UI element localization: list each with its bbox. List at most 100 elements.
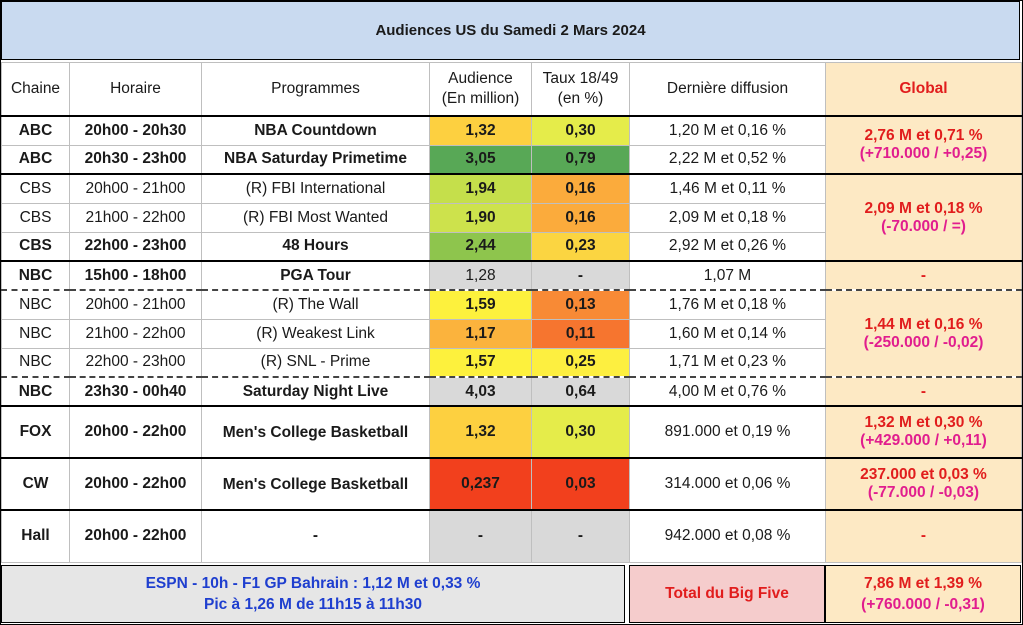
cell-horaire: 20h00 - 22h00 [69,457,202,511]
col-header-chaine: Chaine [1,62,70,117]
cell-programme: Saturday Night Live [201,376,430,407]
cell-audience: 1,57 [429,347,532,378]
cell-derniere: 1,71 M et 0,23 % [629,347,826,378]
page-title: Audiences US du Samedi 2 Mars 2024 [1,1,1020,60]
table-row: NBC 23h30 - 00h40 Saturday Night Live 4,… [1,376,1022,407]
cell-chaine: NBC [1,376,70,407]
global-nbc-main: 1,44 M et 0,16 % [864,315,983,333]
cell-programme: Men's College Basketball [201,405,430,459]
col-header-horaire: Horaire [69,62,202,117]
cell-global-hall: - [825,509,1022,563]
table-row: CBS 22h00 - 23h00 48 Hours 2,44 0,23 2,9… [1,231,1022,262]
global-fox-sub: (+429.000 / +0,11) [860,432,987,449]
cell-taux: - [531,260,630,291]
cell-taux: 0,16 [531,173,630,204]
cell-audience: 3,05 [429,144,532,175]
cell-programme: 48 Hours [201,231,430,262]
cell-horaire: 22h00 - 23h00 [69,231,202,262]
cell-horaire: 23h30 - 00h40 [69,376,202,407]
cell-taux: 0,03 [531,457,630,511]
cell-programme: (R) FBI Most Wanted [201,202,430,233]
cell-taux: 0,16 [531,202,630,233]
cell-taux: - [531,509,630,563]
table-row: ABC 20h00 - 20h30 NBA Countdown 1,32 0,3… [1,115,1022,175]
cell-programme: NBA Saturday Primetime [201,144,430,175]
col-header-taux: Taux 18/49 (en %) [531,62,630,117]
cell-chaine: FOX [1,405,70,459]
global-nbc-sub: (-250.000 / -0,02) [863,333,984,351]
cell-programme: (R) SNL - Prime [201,347,430,378]
cell-taux: 0,11 [531,318,630,349]
cell-derniere: 2,09 M et 0,18 % [629,202,826,233]
cell-programme: - [201,509,430,563]
total-value: 7,86 M et 1,39 % (+760.000 / -0,31) [825,565,1021,623]
cell-chaine: Hall [1,509,70,563]
col-header-programmes: Programmes [201,62,430,117]
table-row: FOX 20h00 - 22h00 Men's College Basketba… [1,405,1022,459]
cell-derniere: 2,92 M et 0,26 % [629,231,826,262]
table-row: NBC 15h00 - 18h00 PGA Tour 1,28 - 1,07 M… [1,260,1022,291]
cell-programme: PGA Tour [201,260,430,291]
cell-taux: 0,30 [531,115,630,146]
table-row: CW 20h00 - 22h00 Men's College Basketbal… [1,457,1022,511]
cell-chaine: NBC [1,289,70,320]
taux-header-line2: (en %) [557,90,604,107]
header-row: Chaine Horaire Programmes Audience (En mi… [1,62,1022,117]
cell-global-abc: 2,76 M et 0,71 % (+710.000 / +0,25) [825,115,1022,175]
cell-chaine: CBS [1,173,70,204]
cell-global-cbs: 2,09 M et 0,18 % (-70.000 / =) [825,173,1022,262]
cell-taux: 0,25 [531,347,630,378]
taux-header-line1: Taux 18/49 [542,70,619,87]
cell-derniere: 1,60 M et 0,14 % [629,318,826,349]
total-main: 7,86 M et 1,39 % [863,575,983,592]
cell-taux: 0,79 [531,144,630,175]
cell-derniere: 1,46 M et 0,11 % [629,173,826,204]
cell-audience: - [429,509,532,563]
cell-chaine: ABC [1,115,70,146]
cell-horaire: 20h00 - 21h00 [69,289,202,320]
table-row: Hall 20h00 - 22h00 - - - 942.000 et 0,08… [1,509,1022,563]
cell-programme: Men's College Basketball [201,457,430,511]
cell-horaire: 20h00 - 21h00 [69,173,202,204]
col-header-derniere: Dernière diffusion [629,62,826,117]
cell-derniere: 891.000 et 0,19 % [629,405,826,459]
total-label: Total du Big Five [629,565,825,623]
global-cbs-sub: (-70.000 / =) [881,217,966,235]
cell-chaine: ABC [1,144,70,175]
table-row: NBC 20h00 - 21h00 (R) The Wall 1,59 0,13… [1,289,1022,378]
cell-derniere: 4,00 M et 0,76 % [629,376,826,407]
cell-derniere: 1,76 M et 0,18 % [629,289,826,320]
cell-horaire: 20h00 - 20h30 [69,115,202,146]
cell-chaine: NBC [1,318,70,349]
table-row: NBC 21h00 - 22h00 (R) Weakest Link 1,17 … [1,318,1022,349]
cell-audience: 1,28 [429,260,532,291]
cell-audience: 1,59 [429,289,532,320]
cell-derniere: 2,22 M et 0,52 % [629,144,826,175]
cell-programme: (R) FBI International [201,173,430,204]
cell-audience: 1,17 [429,318,532,349]
global-abc-sub: (+710.000 / +0,25) [859,145,988,162]
cell-derniere: 942.000 et 0,08 % [629,509,826,563]
cell-global-nbc-pga: - [825,260,1022,291]
cell-chaine: CW [1,457,70,511]
cell-audience: 1,32 [429,115,532,146]
cell-derniere: 1,20 M et 0,16 % [629,115,826,146]
table-row: CBS 21h00 - 22h00 (R) FBI Most Wanted 1,… [1,202,1022,233]
cell-horaire: 15h00 - 18h00 [69,260,202,291]
cell-programme: (R) Weakest Link [201,318,430,349]
cell-global-nbc: 1,44 M et 0,16 % (-250.000 / -0,02) [825,289,1022,378]
espn-note: ESPN - 10h - F1 GP Bahrain : 1,12 M et 0… [1,565,625,623]
table-row: CBS 20h00 - 21h00 (R) FBI International … [1,173,1022,262]
cell-audience: 2,44 [429,231,532,262]
cell-taux: 0,13 [531,289,630,320]
cell-taux: 0,30 [531,405,630,459]
cell-audience: 4,03 [429,376,532,407]
col-header-audience: Audience (En million) [429,62,532,117]
cell-chaine: CBS [1,202,70,233]
cell-global-cw: 237.000 et 0,03 % (-77.000 / -0,03) [825,457,1022,511]
total-sub: (+760.000 / -0,31) [861,596,985,613]
global-abc-main: 2,76 M et 0,71 % [864,127,983,144]
cell-taux: 0,23 [531,231,630,262]
global-cw-main: 237.000 et 0,03 % [860,466,987,483]
cell-horaire: 20h00 - 22h00 [69,405,202,459]
